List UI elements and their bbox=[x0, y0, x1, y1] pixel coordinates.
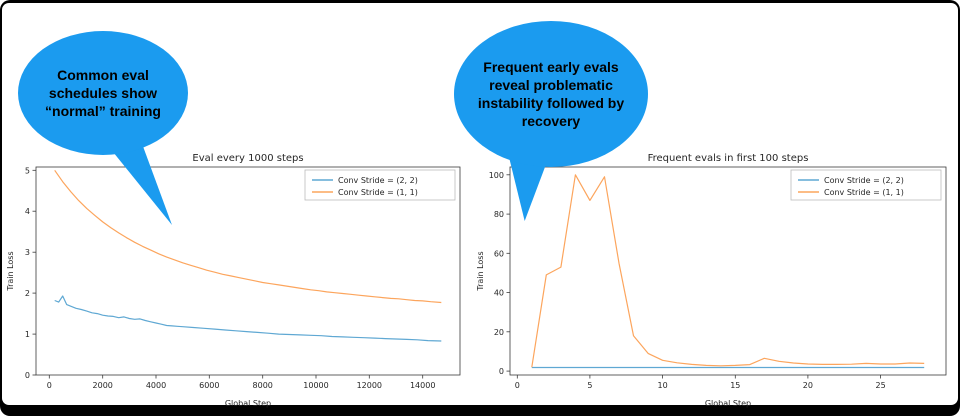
svg-text:5: 5 bbox=[587, 381, 592, 390]
svg-text:1: 1 bbox=[25, 330, 30, 339]
svg-text:20: 20 bbox=[803, 381, 813, 390]
svg-text:Frequent evals in first 100 st: Frequent evals in first 100 steps bbox=[648, 153, 809, 164]
svg-text:0: 0 bbox=[515, 381, 520, 390]
chart-frequent-evals-first-100-steps: 0 5 10 15 20 25 0 20 40 60 80 100 Frequent evals in … bbox=[476, 153, 947, 408]
svg-text:100: 100 bbox=[489, 171, 504, 180]
slide-background: Common eval schedules show “normal” trai… bbox=[2, 3, 958, 408]
svg-text:4000: 4000 bbox=[146, 381, 166, 390]
svg-text:0: 0 bbox=[47, 381, 52, 390]
svg-text:20: 20 bbox=[494, 328, 504, 337]
svg-text:Global Step: Global Step bbox=[705, 399, 751, 408]
svg-text:2: 2 bbox=[25, 289, 30, 298]
svg-text:3: 3 bbox=[25, 248, 30, 257]
svg-text:0: 0 bbox=[499, 367, 504, 376]
svg-text:10000: 10000 bbox=[303, 381, 328, 390]
svg-text:Train Loss: Train Loss bbox=[6, 251, 15, 291]
svg-text:14000: 14000 bbox=[410, 381, 435, 390]
svg-text:8000: 8000 bbox=[253, 381, 273, 390]
svg-text:Conv Stride = (1, 1): Conv Stride = (1, 1) bbox=[338, 188, 418, 197]
callout-left-text: Common eval schedules show “normal” trai… bbox=[45, 66, 161, 120]
callout-common-eval: Common eval schedules show “normal” trai… bbox=[18, 31, 188, 155]
svg-text:40: 40 bbox=[494, 289, 504, 298]
callout-right-text: Frequent early evals reveal problematic … bbox=[477, 58, 625, 130]
svg-text:Conv Stride = (2, 2): Conv Stride = (2, 2) bbox=[824, 176, 904, 185]
svg-text:80: 80 bbox=[494, 210, 504, 219]
svg-text:6000: 6000 bbox=[199, 381, 219, 390]
svg-text:12000: 12000 bbox=[357, 381, 382, 390]
svg-text:Global Step: Global Step bbox=[225, 399, 271, 408]
svg-text:25: 25 bbox=[876, 381, 886, 390]
svg-text:60: 60 bbox=[494, 249, 504, 258]
callout-frequent-evals: Frequent early evals reveal problematic … bbox=[454, 21, 648, 167]
svg-text:Train Loss: Train Loss bbox=[476, 251, 485, 291]
svg-text:5: 5 bbox=[25, 166, 30, 175]
svg-text:Conv Stride = (2, 2): Conv Stride = (2, 2) bbox=[338, 176, 418, 185]
svg-text:10: 10 bbox=[658, 381, 668, 390]
svg-text:Conv Stride = (1, 1): Conv Stride = (1, 1) bbox=[824, 188, 904, 197]
svg-text:Eval every 1000 steps: Eval every 1000 steps bbox=[192, 153, 303, 164]
svg-text:2000: 2000 bbox=[93, 381, 113, 390]
svg-text:0: 0 bbox=[25, 371, 30, 380]
svg-text:4: 4 bbox=[25, 207, 30, 216]
svg-text:15: 15 bbox=[730, 381, 740, 390]
chart-eval-every-1000-steps: 0 2000 4000 6000 8000 10000 12000 14000 0 1 2 3 4 5 Ev… bbox=[6, 153, 461, 408]
